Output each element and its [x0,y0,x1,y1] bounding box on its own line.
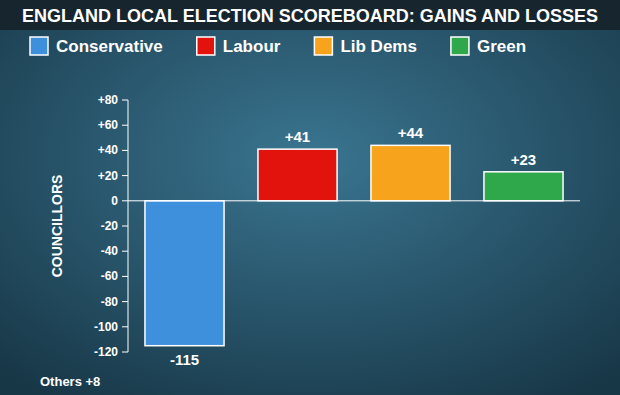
legend-swatch [314,37,332,55]
legend-label: Green [477,37,526,56]
y-tick-label: +20 [98,169,119,183]
chart: ENGLAND LOCAL ELECTION SCOREBOARD: GAINS… [0,0,620,395]
y-tick [122,175,128,176]
legend-label: Conservative [56,37,163,56]
legend-swatch [30,37,48,55]
y-tick [122,276,128,277]
y-tick [122,326,128,327]
y-tick [122,200,128,201]
y-axis [128,100,129,352]
data-label: -115 [170,351,199,368]
y-tick [122,251,128,252]
annotation: Others +8 [40,374,100,389]
title: ENGLAND LOCAL ELECTION SCOREBOARD: GAINS… [22,6,598,26]
bar [258,149,337,201]
y-tick [122,352,128,353]
y-tick [122,100,128,101]
y-tick-label: -100 [94,320,118,334]
y-tick-label: +40 [98,143,119,157]
y-tick-label: -80 [101,295,119,309]
zero-line [128,200,580,201]
y-tick-label: -20 [101,219,119,233]
y-tick-label: -40 [101,244,119,258]
background [0,0,620,395]
y-tick [122,125,128,126]
bar [371,145,450,200]
y-tick-label: -120 [94,345,118,359]
data-label: +44 [398,124,424,141]
y-tick [122,301,128,302]
bar [484,172,563,201]
legend-swatch [451,37,469,55]
legend-swatch [197,37,215,55]
y-tick-label: +60 [98,118,119,132]
y-tick-label: 0 [111,194,118,208]
y-tick-label: +80 [98,93,119,107]
data-label: +41 [285,128,310,145]
legend-label: Labour [223,37,281,56]
y-axis-label: COUNCILLORS [49,175,65,278]
bar [145,201,224,346]
data-label: +23 [511,151,536,168]
y-tick-label: -60 [101,269,119,283]
y-tick [122,150,128,151]
y-tick [122,226,128,227]
legend-label: Lib Dems [340,37,417,56]
title-band [0,0,620,30]
